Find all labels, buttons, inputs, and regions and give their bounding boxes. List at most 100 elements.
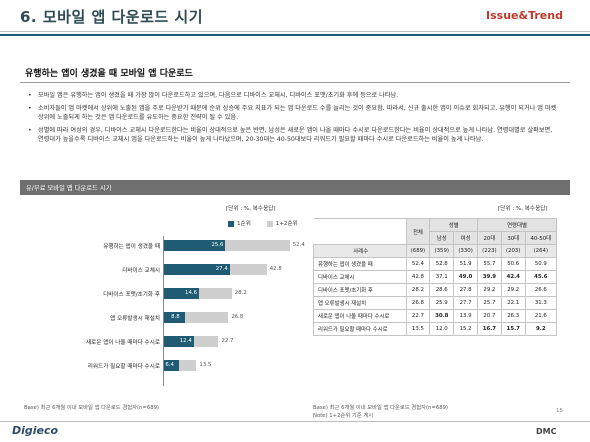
category-label: 리워드가 필요할 때마다 수시로 [87,364,160,370]
page-title: 6. 모바일 앱 다운로드 시기 [20,8,204,26]
table-row: 새로운 앱이 나올 때마다 수시로 22.7 30.8 13.9 20.7 26.3 21.… [313,309,558,323]
bar-rank1 [164,240,226,251]
table-cell: 39.9 [476,270,502,284]
row-label: 리워드가 필요할 때마다 수시로 [313,322,407,336]
header-male: 남성 [429,231,455,245]
header-gender: 성별 [429,218,478,232]
table-cell: 29.2 [476,283,502,297]
table-cell: 9.2 [524,322,558,336]
bar-1plus2 [164,360,197,371]
bar-rank1 [164,264,230,275]
header-30s: 30대 [500,231,526,245]
legend-swatch [228,220,234,227]
table-cell: 25.9 [429,296,455,310]
brand-label: Issue&Trend [486,9,563,22]
table-cell: 45.6 [524,270,558,284]
table-cell: 51.9 [453,257,478,271]
table-cell: 26.6 [524,283,558,297]
table-cell: (264) [524,244,558,258]
table-corner [313,218,407,245]
value-label-rank1: 25.6 [211,242,224,248]
category-label: 디바이스 포맷/초기화 후 [103,292,160,298]
bar-chart: 유행하는 앱이 생겼을 때 25.6 52.4 디바이스 교체시 27.4 42.8 디바이… [20,232,305,402]
value-label-1plus2: 42.8 [269,266,282,272]
table-cell: 16.7 [476,322,502,336]
table-cell: 13.9 [453,309,478,323]
category-label: 앱 오류발생시 재설치 [110,316,160,322]
table-cell: 31.3 [524,296,558,310]
category-label: 새로운 앱이 나올 때마다 수시로 [85,340,160,346]
category-label: 디바이스 교체시 [122,268,160,274]
table-cell: (359) [429,244,455,258]
table-row: 디바이스 교체시 42.8 37.1 49.0 39.9 42.4 45.6 [313,270,558,284]
table-cell: 27.7 [453,296,478,310]
bullet-list: 모바일 앱은 유행하는 앱이 생겼을 때 가장 많이 다운로드하고 있으며, 다… [28,91,558,148]
value-label-rank1: 8.8 [171,314,180,320]
table-row: 앱 오류발생시 재설치 26.8 25.9 27.7 25.7 22.1 31.3 [313,296,558,310]
bullet-item: 소비자들이 앱 마켓에서 상위에 노출된 앱을 주로 다운받기 때문에 순위 상… [28,104,558,123]
footnote-left: Base) 최근 6개월 이내 모바일 앱 다운로드 경험자(n=689) [24,405,160,411]
row-label: 디바이스 포맷/초기화 후 [313,283,407,297]
bar-rank1 [164,336,194,347]
table-cell: 20.7 [476,309,502,323]
table-cell: 28.2 [405,283,431,297]
footnote-note: Note) 1+2순위 기준 게시 [313,413,374,419]
table-cell: 26.3 [500,309,526,323]
table-cell: 26.8 [405,296,431,310]
page-number: 15 [556,408,564,414]
header-age: 연령대별 [476,218,558,232]
bar-rank1 [164,312,186,323]
bullet-item: 성별에 따라 여성의 경우, 디바이스 교체시 다운로드한다는 비율이 상대적으… [28,126,558,145]
value-label-rank1: 27.4 [215,266,228,272]
table-row: 리워드가 필요할 때마다 수시로 13.5 12.0 15.2 16.7 15.7 9.2 [313,322,558,336]
table-cell: 42.8 [405,270,431,284]
table-cell: 28.6 [429,283,455,297]
value-label-1plus2: 26.8 [231,314,244,320]
header-accent-bar [0,34,590,36]
table-cell: (203) [500,244,526,258]
table-cell: 50.9 [524,257,558,271]
footnote-right: Base) 최근 6개월 이내 모바일 앱 다운로드 경험자(n=689) [313,405,449,411]
value-label-1plus2: 52.4 [292,242,305,248]
header-40-50s: 40-50대 [524,231,558,245]
panel-header: 유/무료 모바일 앱 다운로드 시기 [20,180,570,195]
bar-rank1 [164,360,180,371]
value-label-rank1: 14.6 [185,290,198,296]
table-cell: 13.5 [405,322,431,336]
table-cell: 52.8 [429,257,455,271]
table-cell: 42.4 [500,270,526,284]
table-row: 유행하는 앱이 생겼을 때 52.4 52.8 51.9 55.7 50.6 50.9 [313,257,558,271]
value-label-1plus2: 28.2 [234,290,247,296]
table-cell: 15.2 [453,322,478,336]
unit-label-left: [단위 : %, 복수응답] [226,206,276,212]
table-cell: 52.4 [405,257,431,271]
table-cell: 37.1 [429,270,455,284]
page-header: 6. 모바일 앱 다운로드 시기 Issue&Trend [0,0,590,38]
panel-title: 유/무료 모바일 앱 다운로드 시기 [26,185,112,192]
row-label: 유행하는 앱이 생겼을 때 [313,257,407,271]
bar-1plus2 [164,312,229,323]
category-label: 유행하는 앱이 생겼을 때 [103,244,160,250]
header-female: 여성 [453,231,478,245]
row-label: 앱 오류발생시 재설치 [313,296,407,310]
table-cell: 50.6 [500,257,526,271]
legend-item: 1순위 [228,219,251,227]
row-label: 디바이스 교체시 [313,270,407,284]
table-cell: 29.2 [500,283,526,297]
footer-rule [0,421,590,422]
table-cell: 22.7 [405,309,431,323]
table-cell: 30.8 [429,309,455,323]
table-cell: 21.6 [524,309,558,323]
table-cell: 15.7 [500,322,526,336]
value-label-rank1: 12.4 [179,338,192,344]
digieco-logo: Digieco [12,424,59,437]
legend-item: 1+2순위 [266,219,298,227]
chart-legend: 1순위 1+2순위 [228,219,312,227]
table-cell: 25.7 [476,296,502,310]
row-label: 새로운 앱이 나올 때마다 수시로 [313,309,407,323]
header-total: 전체 [405,218,431,245]
value-label-1plus2: 13.5 [199,362,212,368]
legend-label: 1+2순위 [275,221,298,227]
row-label: 사례수 [313,244,407,258]
legend-swatch [266,220,273,227]
